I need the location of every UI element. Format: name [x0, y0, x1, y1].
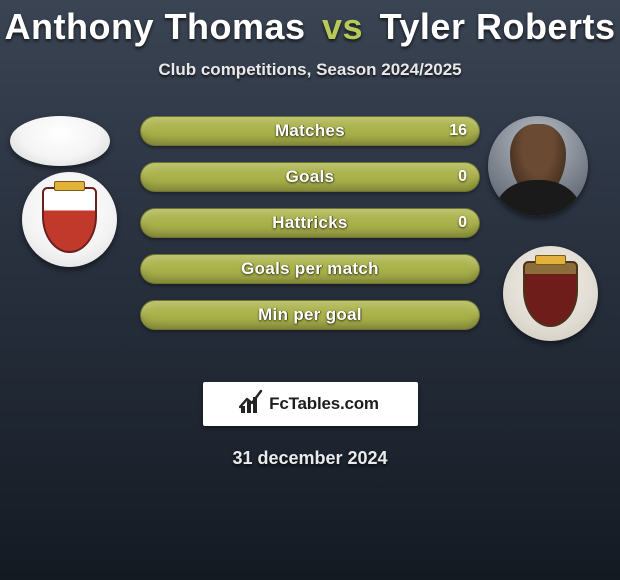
watermark-text: FcTables.com — [269, 394, 379, 414]
comparison-date: 31 december 2024 — [0, 448, 620, 469]
comparison-title: Anthony Thomas vs Tyler Roberts — [0, 2, 620, 50]
player-2-name: Tyler Roberts — [380, 6, 616, 47]
subtitle: Club competitions, Season 2024/2025 — [0, 60, 620, 80]
player-2-photo — [488, 116, 588, 216]
watermark-box: FcTables.com — [203, 382, 418, 426]
stat-bar-hattricks: Hattricks 0 — [140, 208, 480, 238]
player-2-club-crest — [503, 246, 598, 341]
stat-label: Hattricks — [141, 209, 479, 237]
stat-right-value: 16 — [449, 117, 467, 145]
stat-bar-min-per-goal: Min per goal — [140, 300, 480, 330]
shield-icon — [42, 187, 97, 253]
stat-bar-matches: Matches 16 — [140, 116, 480, 146]
trend-line-icon — [239, 387, 263, 411]
stat-bars: Matches 16 Goals 0 Hattricks 0 Goals per… — [140, 116, 480, 346]
shield-icon — [523, 261, 578, 327]
stat-bar-goals-per-match: Goals per match — [140, 254, 480, 284]
infographic-root: Anthony Thomas vs Tyler Roberts Club com… — [0, 0, 620, 469]
stat-right-value: 0 — [458, 163, 467, 191]
vs-label: vs — [316, 6, 369, 47]
player-1-photo — [10, 116, 110, 166]
comparison-stage: Matches 16 Goals 0 Hattricks 0 Goals per… — [0, 116, 620, 366]
stat-right-value: 0 — [458, 209, 467, 237]
stat-label: Goals — [141, 163, 479, 191]
stat-label: Min per goal — [141, 301, 479, 329]
bar-chart-icon — [241, 395, 263, 413]
person-silhouette-icon — [510, 124, 566, 196]
player-1-name: Anthony Thomas — [5, 6, 306, 47]
stat-label: Matches — [141, 117, 479, 145]
stat-label: Goals per match — [141, 255, 479, 283]
stat-bar-goals: Goals 0 — [140, 162, 480, 192]
player-1-club-crest — [22, 172, 117, 267]
